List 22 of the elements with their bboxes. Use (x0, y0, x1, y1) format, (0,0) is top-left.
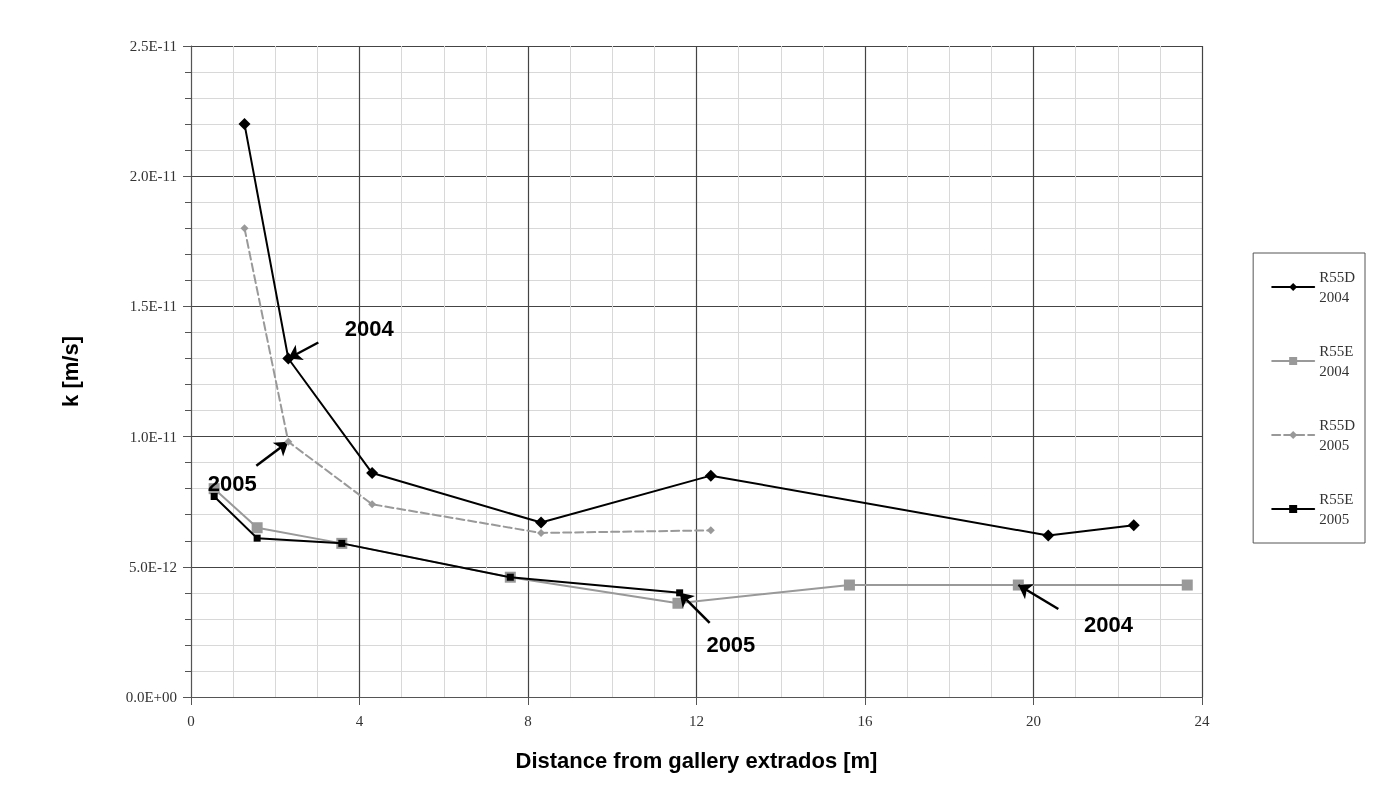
y-tick-label: 1.5E-11 (129, 298, 177, 315)
legend-label: R55D 2005 (1319, 417, 1356, 453)
annotation: 2005 (706, 631, 756, 657)
x-tick-label: 12 (689, 712, 704, 729)
y-tick-label: 0.0E+00 (125, 689, 177, 705)
x-axis-title: Distance from gallery extrados [m] (515, 747, 878, 773)
y-tick-label: 2.0E-11 (129, 168, 177, 185)
x-tick-label: 4 (355, 712, 364, 729)
x-tick-label: 16 (857, 712, 873, 729)
annotation: 2004 (1084, 611, 1134, 637)
x-tick-label: 8 (524, 712, 532, 729)
x-tick-label: 20 (1026, 712, 1041, 729)
annotation: 2005 (207, 471, 257, 497)
legend-label: R55E 2005 (1319, 491, 1354, 527)
legend-label: R55D 2004 (1319, 269, 1356, 305)
y-tick-label: 5.0E-12 (129, 558, 177, 575)
y-axis-title: k [m/s] (57, 336, 83, 407)
y-tick-label: 1.0E-11 (129, 428, 177, 445)
x-tick-label: 0 (187, 712, 195, 729)
y-tick-label: 2.5E-11 (129, 38, 177, 54)
legend-label: R55E 2004 (1319, 343, 1354, 379)
x-tick-label: 24 (1194, 712, 1210, 729)
